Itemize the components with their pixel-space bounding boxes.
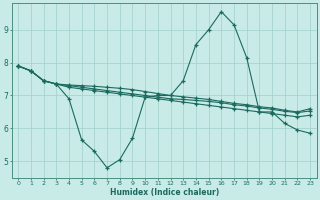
X-axis label: Humidex (Indice chaleur): Humidex (Indice chaleur) bbox=[109, 188, 219, 197]
